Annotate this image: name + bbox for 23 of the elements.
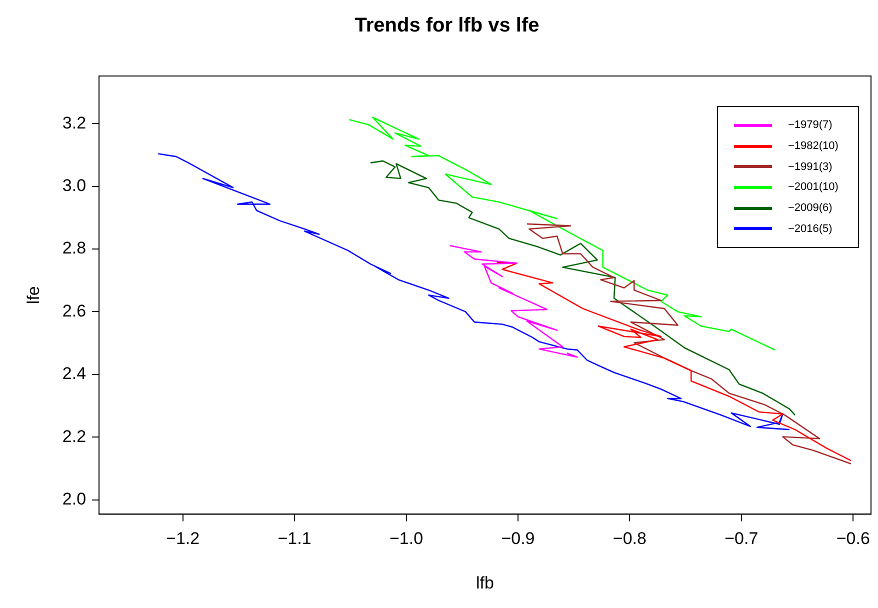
legend-label: −1991(3) bbox=[788, 160, 832, 173]
y-axis-title: lfe bbox=[24, 286, 43, 304]
x-tick-label: −1.1 bbox=[278, 529, 312, 548]
legend-label: −2016(5) bbox=[788, 222, 832, 235]
y-tick-label: 2.2 bbox=[62, 426, 86, 446]
legend-label: −2001(10) bbox=[788, 181, 838, 194]
y-tick-label: 3.2 bbox=[62, 113, 86, 132]
x-tick-label: −0.7 bbox=[724, 529, 758, 548]
x-tick-label: −0.6 bbox=[836, 529, 870, 548]
legend-label: −2009(6) bbox=[788, 202, 832, 214]
y-tick-label: 2.0 bbox=[62, 489, 86, 508]
y-tick-label: 2.6 bbox=[62, 301, 86, 320]
y-tick-label: 3.0 bbox=[62, 176, 86, 196]
y-tick-label: 2.4 bbox=[62, 364, 86, 384]
legend-label: −1979(7) bbox=[788, 119, 832, 132]
x-tick-label: −0.9 bbox=[501, 529, 535, 548]
y-tick-label: 2.8 bbox=[62, 238, 86, 258]
x-tick-label: −0.8 bbox=[612, 529, 646, 548]
chart-title: Trends for lfb vs lfe bbox=[354, 14, 540, 37]
legend-label: −1982(10) bbox=[788, 140, 838, 152]
x-tick-label: −1.2 bbox=[166, 529, 200, 548]
x-axis-title: lfb bbox=[476, 573, 494, 592]
x-tick-label: −1.0 bbox=[389, 529, 424, 548]
